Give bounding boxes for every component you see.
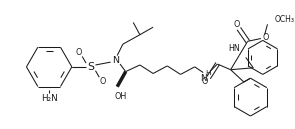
Text: N: N (112, 56, 119, 65)
Text: OH: OH (115, 92, 127, 101)
Text: OCH₃: OCH₃ (275, 15, 295, 24)
Text: N: N (200, 74, 206, 83)
Text: H₂N: H₂N (41, 94, 58, 103)
Text: O: O (202, 78, 208, 86)
Text: HN: HN (229, 44, 240, 53)
Text: O: O (233, 20, 240, 29)
Text: S: S (87, 62, 94, 72)
Text: O: O (75, 48, 82, 57)
Text: O: O (100, 76, 106, 86)
Text: H: H (205, 70, 211, 76)
Text: O: O (262, 33, 269, 42)
